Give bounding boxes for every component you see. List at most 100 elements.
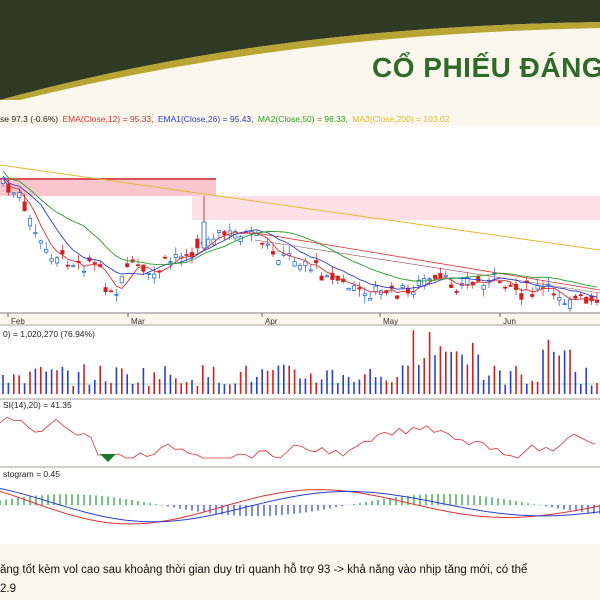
candle-body [335,275,340,281]
candle-body [449,284,454,288]
macd-label: stogram = 0.45 [3,469,60,479]
footer-line-1: ăng tốt kèm vol cao sau khoảng thời gian… [0,564,528,576]
candle-body [119,275,124,284]
candle-body [427,278,432,281]
candle-body [184,254,189,256]
candle-body [125,263,130,268]
volume-label: 0) = 1,020,270 (76.94%) [3,329,95,339]
candle-body [60,250,65,255]
header-banner: CỔ PHIẾU ĐÁNG C [0,0,600,100]
candle-body [173,254,178,258]
ma200-line [0,164,600,251]
candle-body [519,293,524,300]
candle-body [222,231,227,236]
candle-body [135,264,141,267]
candle-body [297,265,303,270]
candle-body [351,285,357,291]
candle-body [27,217,33,227]
rsi-panel [0,400,600,466]
candle-body [189,252,195,258]
candle-body [530,294,535,297]
candle-body [497,281,502,283]
candle-body [319,275,324,281]
candle-body [324,275,330,278]
candle-body [443,275,448,277]
x-tick-label: Mar [131,317,145,326]
candle-body [114,293,119,296]
macd-line [0,489,600,525]
candle-body [201,221,207,249]
x-tick-label: May [383,317,398,326]
footer-line-2: 2.9 [0,583,16,595]
candle-body [508,284,513,287]
candle-body [168,261,173,264]
candle-body [481,285,486,290]
candle-body [152,273,157,279]
candle-body [260,242,265,245]
candle-body [411,291,416,296]
rsi-oversold-marker [100,454,116,462]
macd-signal-line [0,488,600,523]
candle-body [567,299,573,309]
candle-body [303,260,308,267]
downtrend-line [249,231,600,291]
rsi-line [0,416,596,459]
ema26-readout: EMA1(Close,26) = 95.43, [157,114,254,124]
candle-body [81,270,87,273]
candle-body [573,295,578,299]
candle-body [216,230,222,234]
rsi-label: SI(14),20) = 41.35 [3,400,72,410]
candle-body [314,260,319,264]
candle-body [395,295,400,299]
candle-body [578,294,583,296]
ema12-readout: EMA(Close,12) = 95.33, [62,114,154,124]
candle-body [65,264,70,267]
ma200-readout: MA3(Close,200) = 103.02 [352,114,450,124]
candle-body [17,192,22,199]
candle-body [476,276,481,282]
resistance-zone-2 [192,196,600,220]
candle-body [141,264,146,272]
candle-body [546,283,551,286]
candle-body [362,293,367,296]
candle-body [405,287,411,294]
x-tick-label: Feb [11,317,25,326]
candle-body [346,288,351,291]
candle-body [454,290,459,293]
candle-body [357,287,362,290]
candle-body [281,253,286,256]
candle-body [308,269,313,272]
banner-background [0,0,600,100]
candle-body [562,303,567,306]
candle-body [557,297,562,301]
candle-body [54,257,60,264]
candle-body [438,273,443,279]
candle-body [6,183,11,193]
candle-body [265,243,270,246]
candle-body [276,260,281,265]
candle-body [373,285,378,292]
footer-commentary: ăng tốt kèm vol cao sau khoảng thời gian… [0,561,600,599]
candle-body [432,274,438,279]
candle-body [551,293,556,296]
ma50-readout: MA2(Close,50) = 96.33, [257,114,348,124]
candle-body [38,240,43,244]
candle-body [211,238,216,245]
candle-body [195,238,200,249]
candle-body [71,265,76,267]
candle-body [92,262,97,264]
ma50-line [2,170,598,288]
page-title: CỔ PHIẾU ĐÁNG C [372,52,600,83]
candle-body [513,283,519,290]
candle-body [44,249,49,253]
candle-body [503,286,508,289]
candle-body [49,258,54,262]
candle-body [108,290,114,293]
candle-body [11,192,16,195]
candle-body [33,232,38,235]
indicator-legend: se 97.3 (-0.6%) EMA(Close,12) = 95.33, E… [0,114,451,124]
resistance-zone-1 [0,178,216,196]
close-readout: se 97.3 (-0.6%) [0,114,59,124]
candle-body [22,201,27,211]
